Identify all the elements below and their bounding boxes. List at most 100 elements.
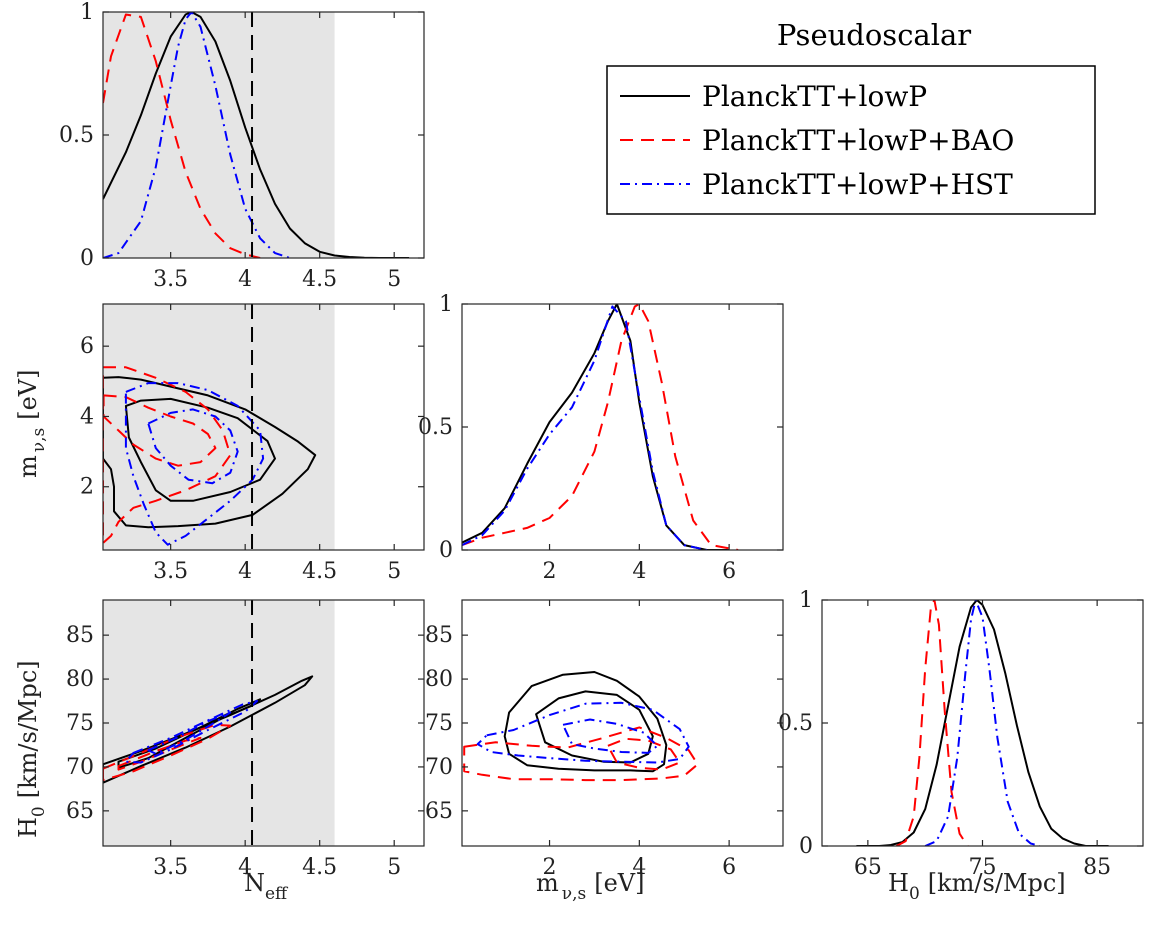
y-tick-label: 0: [439, 538, 453, 563]
x-tick-label: 3.5: [153, 855, 188, 880]
contour-plancktt-lowp-bao-68: [606, 737, 681, 771]
x-tick-label: 5: [387, 559, 401, 584]
legend-entry-hst: PlanckTT+lowP+HST: [620, 168, 1013, 201]
y-tick-label: 0.5: [59, 123, 94, 148]
y-tick-label: 80: [425, 667, 453, 692]
ticks-layer: 65 75 85 0 0.5 1: [778, 588, 1143, 880]
ylabel-mnu-main: m: [14, 455, 42, 478]
xlabel-mnu-unit: [eV]: [594, 869, 644, 897]
x-tick-label: 2: [543, 559, 557, 584]
curve-plancktt-lowp-hst: [103, 12, 291, 258]
shaded-region-layer: [103, 600, 335, 846]
curves-layer: [103, 366, 317, 546]
x-tick-label: 65: [854, 855, 882, 880]
y-tick-label: 70: [425, 755, 453, 780]
plot-area: [822, 600, 1143, 846]
y-tick-label: 0: [799, 834, 813, 859]
curve-plancktt-lowp-hst: [924, 600, 1041, 846]
curve-plancktt-lowp: [856, 600, 1109, 846]
panel-h0-vs-mnu: 2 4 6 65 70 75 80 85: [425, 599, 784, 880]
curves-layer: [103, 12, 410, 258]
legend-entry-planck: PlanckTT+lowP: [620, 80, 927, 113]
y-tick-label: 0.5: [418, 415, 453, 440]
plot-area: [462, 600, 783, 846]
y-tick-label: 1: [439, 292, 453, 317]
x-tick-label: 4.5: [302, 267, 337, 292]
xlabel-h0-main: H: [888, 869, 909, 897]
curves-layer: [856, 600, 1109, 846]
panel-neff-1d: 3.5 4 4.5 5 0 0.5 1: [59, 0, 425, 292]
xlabel-mnu: m ν,s [eV]: [536, 869, 645, 904]
shaded-region: [103, 600, 335, 846]
x-tick-label: 6: [722, 559, 736, 584]
y-tick-label: 4: [80, 404, 94, 429]
x-tick-label: 4.5: [302, 559, 337, 584]
contour-plancktt-lowp-hst-95: [124, 382, 265, 546]
ticks-layer: 3.5 4 4.5 5 0 0.5 1: [59, 0, 424, 292]
x-tick-label: 75: [969, 855, 997, 880]
contour-plancktt-lowp-hst-68: [562, 718, 659, 754]
ylabel-h0: H0 [km/s/Mpc]: [14, 660, 49, 838]
contour-plancktt-lowp-95: [103, 376, 317, 529]
y-tick-label: 80: [66, 667, 94, 692]
y-tick-label: 1: [799, 588, 813, 613]
ylabel-mnu: m ν,s [eV]: [14, 370, 49, 479]
x-tick-label: 4: [238, 855, 252, 880]
xlabel-neff: Neff: [244, 869, 289, 904]
contour-plancktt-lowp-bao-95: [463, 726, 699, 782]
contour-plancktt-lowp-hst-68: [147, 711, 232, 755]
shaded-region-layer: [103, 304, 335, 550]
contour-plancktt-lowp-hst-95: [476, 701, 690, 764]
ticks-layer: 2 4 6 0 0.5 1: [418, 292, 783, 584]
contour-plancktt-lowp-bao-95: [103, 723, 232, 782]
panel-h0-1d: 65 75 85 0 0.5 1: [778, 588, 1144, 880]
x-tick-label: 3.5: [153, 267, 188, 292]
curve-plancktt-lowp-hst: [462, 305, 707, 550]
legend-label-hst: PlanckTT+lowP+HST: [702, 168, 1013, 201]
contour-plancktt-lowp-bao-95: [103, 366, 232, 544]
contour-plancktt-lowp-bao-68: [103, 394, 217, 467]
x-tick-label: 4: [632, 855, 646, 880]
panel-mnu-vs-neff: 3.5 4 4.5 5 2 4 6: [80, 303, 425, 584]
x-tick-label: 4: [632, 559, 646, 584]
panel-h0-vs-neff: 3.5 4 4.5 5 65 70 75 80 85: [66, 599, 425, 880]
contour-plancktt-lowp-bao-68: [117, 736, 202, 771]
contour-plancktt-lowp-95: [503, 671, 668, 773]
y-tick-label: 85: [425, 623, 453, 648]
curves-layer: [463, 671, 699, 782]
x-tick-label: 5: [387, 855, 401, 880]
y-tick-label: 70: [66, 755, 94, 780]
xlabel-h0-sub: 0: [909, 884, 920, 904]
ylabel-h0-main: H: [14, 817, 42, 838]
plot-frame: [102, 303, 425, 551]
ticks-layer: 3.5 4 4.5 5 65 70 75 80 85: [66, 600, 424, 880]
x-tick-label: 4: [238, 559, 252, 584]
plot-area: [462, 304, 783, 550]
ticks-layer: 2 4 6 65 70 75 80 85: [425, 600, 783, 880]
ylabel-mnu-sub: ν,s: [29, 428, 49, 452]
x-tick-label: 3.5: [153, 559, 188, 584]
x-tick-label: 5: [387, 267, 401, 292]
legend-title: Pseudoscalar: [777, 18, 971, 52]
y-tick-label: 2: [80, 475, 94, 500]
ticks-layer: 3.5 4 4.5 5 2 4 6: [80, 304, 424, 584]
xlabel-neff-sub: eff: [265, 884, 289, 904]
x-tick-label: 4: [238, 267, 252, 292]
curves-layer: [462, 304, 739, 550]
curves-layer: [103, 675, 314, 784]
xlabel-neff-main: N: [244, 869, 265, 897]
x-tick-label: 6: [722, 855, 736, 880]
panel-mnu-1d: 2 4 6 0 0.5 1: [418, 292, 784, 584]
shaded-region: [103, 304, 335, 550]
contour-plancktt-lowp-68: [535, 690, 654, 764]
x-tick-label: 2: [543, 855, 557, 880]
curve-plancktt-lowp-bao: [896, 600, 969, 846]
contour-plancktt-lowp-68: [124, 397, 276, 502]
x-tick-label: 85: [1083, 855, 1111, 880]
legend-label-planck: PlanckTT+lowP: [702, 80, 927, 113]
legend-entry-bao: PlanckTT+lowP+BAO: [620, 124, 1014, 157]
xlabel-mnu-sub: ν,s: [562, 884, 586, 904]
curve-plancktt-lowp: [103, 12, 410, 258]
y-tick-label: 1: [80, 0, 94, 25]
